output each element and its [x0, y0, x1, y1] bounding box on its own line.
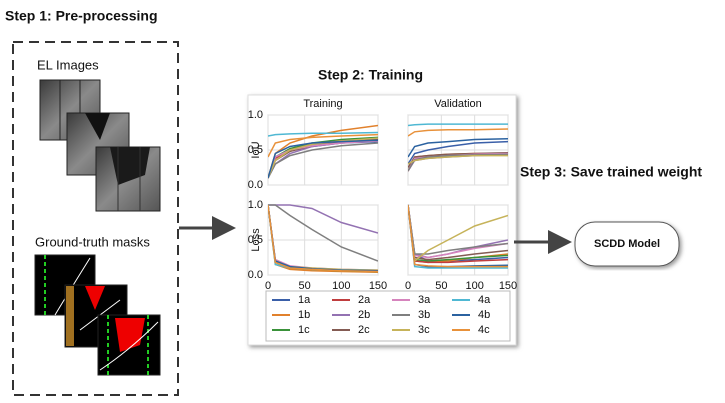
x-tick-label: 100 — [332, 280, 350, 292]
legend-label: 3c — [418, 324, 430, 336]
step2-title: Step 2: Training — [318, 67, 423, 83]
el-images — [40, 80, 160, 211]
step3-title: Step 3: Save trained weight — [520, 164, 702, 180]
legend-label: 3a — [418, 294, 431, 306]
legend-label: 4a — [478, 294, 491, 306]
x-tick-label: 0 — [405, 280, 411, 292]
y-tick-label: 1.0 — [248, 109, 263, 121]
legend-label: 4b — [478, 309, 490, 321]
x-tick-label: 50 — [299, 280, 311, 292]
panel-title: Training — [303, 98, 342, 110]
x-tick-label: 50 — [435, 280, 447, 292]
x-tick-label: 150 — [499, 280, 517, 292]
legend-label: 1a — [298, 294, 311, 306]
y-tick-label: 0.5 — [248, 234, 263, 246]
legend-label: 2a — [358, 294, 371, 306]
legend-label: 2b — [358, 309, 370, 321]
page: Step 1: Pre-processing EL Images Ground-… — [0, 0, 725, 403]
legend-label: 4c — [478, 324, 490, 336]
x-tick-label: 100 — [465, 280, 483, 292]
el-label: EL Images — [37, 57, 99, 72]
legend-label: 1c — [298, 324, 310, 336]
x-tick-label: 150 — [369, 280, 387, 292]
mask-label: Ground-truth masks — [35, 234, 150, 249]
step1-title: Step 1: Pre-processing — [5, 8, 158, 24]
y-tick-label: 0.0 — [248, 269, 263, 281]
y-tick-label: 0.5 — [248, 144, 263, 156]
model-label: SCDD Model — [594, 238, 660, 250]
x-tick-label: 0 — [265, 280, 271, 292]
y-tick-label: 1.0 — [248, 199, 263, 211]
masks — [35, 255, 160, 375]
legend-label: 1b — [298, 309, 310, 321]
legend-label: 2c — [358, 324, 370, 336]
legend-label: 3b — [418, 309, 430, 321]
figure: Step 1: Pre-processing EL Images Ground-… — [0, 0, 725, 403]
panel-title: Validation — [434, 98, 482, 110]
y-tick-label: 0.0 — [248, 179, 263, 191]
